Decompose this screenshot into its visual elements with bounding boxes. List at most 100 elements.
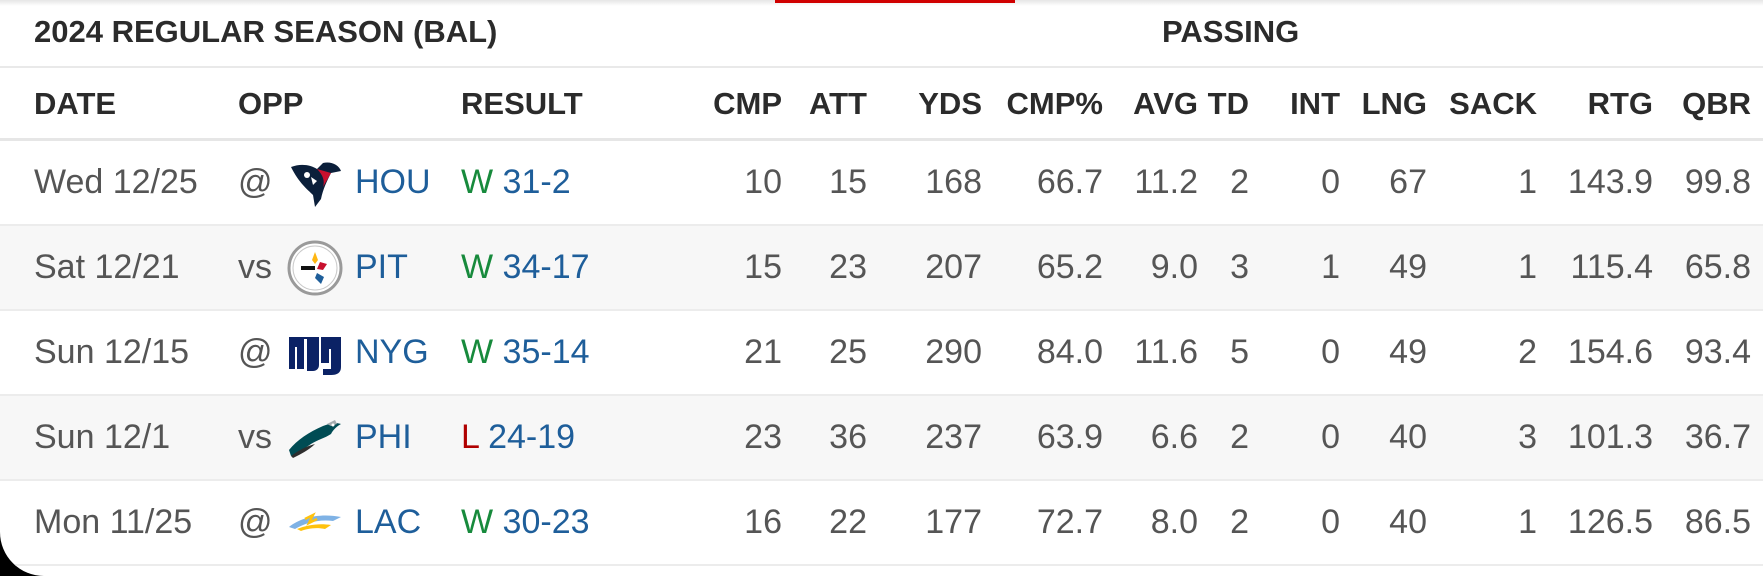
stat-cmp: 21 xyxy=(744,333,782,371)
stat-sack: 1 xyxy=(1518,163,1537,201)
stat-rtg: 115.4 xyxy=(1570,248,1653,286)
column-header-td[interactable]: TD xyxy=(1207,86,1249,121)
game-result[interactable]: W 35-14 xyxy=(461,333,590,372)
result-score: 35-14 xyxy=(502,333,590,371)
stat-cmp-pct: 72.7 xyxy=(1036,503,1103,541)
stat-qbr: 93.4 xyxy=(1684,333,1751,371)
column-header-avg[interactable]: AVG xyxy=(1133,86,1198,121)
game-result[interactable]: W 30-23 xyxy=(461,503,590,542)
result-score: 34-17 xyxy=(502,248,590,286)
result-score: 30-23 xyxy=(502,503,590,541)
game-result[interactable]: W 34-17 xyxy=(461,248,590,287)
game-date: Wed 12/25 xyxy=(34,163,198,201)
column-header-qbr[interactable]: QBR xyxy=(1682,86,1751,121)
game-result[interactable]: W 31-2 xyxy=(461,163,571,202)
stat-cmp-pct: 63.9 xyxy=(1036,418,1103,456)
stat-rtg: 101.3 xyxy=(1567,418,1653,456)
stat-td: 2 xyxy=(1230,163,1249,201)
stat-avg: 9.0 xyxy=(1150,248,1198,286)
stat-lng: 40 xyxy=(1389,503,1427,541)
stat-td: 3 xyxy=(1230,248,1249,286)
opponent-link[interactable]: HOU xyxy=(355,163,431,201)
opponent-link[interactable]: LAC xyxy=(355,503,422,541)
opponent-link[interactable]: PIT xyxy=(355,248,408,286)
stat-rtg: 143.9 xyxy=(1567,163,1653,201)
stat-rtg: 126.5 xyxy=(1567,503,1653,541)
stat-td: 2 xyxy=(1230,503,1249,541)
stat-cmp: 15 xyxy=(744,248,782,286)
result-win-loss: W xyxy=(461,503,494,541)
column-header-result[interactable]: RESULT xyxy=(461,86,583,121)
table-row: Wed 12/25 @ HOU W 31-2 10 15 168 66.7 11… xyxy=(0,141,1763,226)
stat-rtg: 154.6 xyxy=(1567,333,1653,371)
stat-yds: 168 xyxy=(925,163,982,201)
stat-qbr: 65.8 xyxy=(1684,248,1751,286)
table-header-row: DATE OPP RESULT CMP ATT YDS CMP% AVG TD … xyxy=(0,68,1763,141)
column-header-opp[interactable]: OPP xyxy=(238,86,304,121)
table-row: Sat 12/21 vs PIT W 34-17 15 23 207 65.2 … xyxy=(0,226,1763,311)
stat-avg: 6.6 xyxy=(1150,418,1198,456)
active-tab-indicator xyxy=(775,0,1015,3)
stat-cmp: 16 xyxy=(744,503,782,541)
stat-avg: 11.2 xyxy=(1134,163,1198,201)
stat-lng: 49 xyxy=(1389,248,1427,286)
game-date: Sun 12/1 xyxy=(34,418,171,456)
stat-att: 36 xyxy=(829,418,867,456)
stat-yds: 177 xyxy=(925,503,982,541)
opponent-link[interactable]: NYG xyxy=(355,333,429,371)
table-row: Sun 12/15 @ NYG W 35-14 21 25 290 84.0 1… xyxy=(0,311,1763,396)
result-win-loss: W xyxy=(461,333,494,371)
stat-sack: 3 xyxy=(1518,418,1537,456)
stat-qbr: 36.7 xyxy=(1684,418,1751,456)
giants-logo-icon[interactable] xyxy=(287,325,343,381)
game-date: Mon 11/25 xyxy=(34,503,193,541)
stat-td: 5 xyxy=(1230,333,1249,371)
stat-cmp-pct: 84.0 xyxy=(1036,333,1103,371)
stat-cmp-pct: 65.2 xyxy=(1036,248,1103,286)
stat-avg: 11.6 xyxy=(1134,333,1198,371)
stat-qbr: 99.8 xyxy=(1684,163,1751,201)
game-date: Sun 12/15 xyxy=(34,333,190,371)
eagles-logo-icon[interactable] xyxy=(287,410,343,466)
stat-qbr: 86.5 xyxy=(1684,503,1751,541)
stat-sack: 1 xyxy=(1518,248,1537,286)
steelers-logo-icon[interactable] xyxy=(287,240,343,296)
chargers-logo-icon[interactable] xyxy=(287,495,343,551)
game-result[interactable]: L 24-19 xyxy=(461,418,575,457)
stat-int: 0 xyxy=(1321,163,1340,201)
stat-cmp: 23 xyxy=(744,418,782,456)
texans-logo-icon[interactable] xyxy=(287,155,343,211)
result-win-loss: W xyxy=(461,163,494,201)
table-row: Sun 12/1 vs PHI L 24-19 23 36 237 63.9 6… xyxy=(0,396,1763,481)
column-header-cmp[interactable]: CMP xyxy=(713,86,782,121)
opponent-link[interactable]: PHI xyxy=(355,418,412,456)
stat-int: 0 xyxy=(1321,503,1340,541)
column-header-rtg[interactable]: RTG xyxy=(1587,86,1653,121)
column-header-yds[interactable]: YDS xyxy=(918,86,982,121)
table-row: Mon 11/25 @ LAC W 30-23 16 22 177 72.7 8… xyxy=(0,481,1763,566)
top-shadow xyxy=(0,0,1763,6)
stat-cmp: 10 xyxy=(744,163,782,201)
stat-int: 1 xyxy=(1321,248,1340,286)
table-group-header: 2024 REGULAR SEASON (BAL) PASSING xyxy=(0,0,1763,68)
game-date: Sat 12/21 xyxy=(34,248,180,286)
column-header-int[interactable]: INT xyxy=(1290,86,1340,121)
result-score: 31-2 xyxy=(502,163,571,201)
result-score: 24-19 xyxy=(488,418,576,456)
season-title: 2024 REGULAR SEASON (BAL) xyxy=(34,14,498,49)
stat-sack: 2 xyxy=(1518,333,1537,371)
column-header-lng[interactable]: LNG xyxy=(1361,86,1427,121)
stat-lng: 40 xyxy=(1389,418,1427,456)
home-away-indicator: @ xyxy=(238,503,273,541)
column-header-att[interactable]: ATT xyxy=(809,86,867,121)
stat-att: 23 xyxy=(829,248,867,286)
stat-att: 15 xyxy=(829,163,867,201)
column-header-sack[interactable]: SACK xyxy=(1449,86,1537,121)
column-header-date[interactable]: DATE xyxy=(34,86,117,121)
stat-td: 2 xyxy=(1230,418,1249,456)
stat-lng: 49 xyxy=(1389,333,1427,371)
column-header-cmp-pct[interactable]: CMP% xyxy=(1006,86,1103,121)
stat-cmp-pct: 66.7 xyxy=(1036,163,1103,201)
stat-yds: 237 xyxy=(925,418,982,456)
result-win-loss: L xyxy=(461,418,479,456)
